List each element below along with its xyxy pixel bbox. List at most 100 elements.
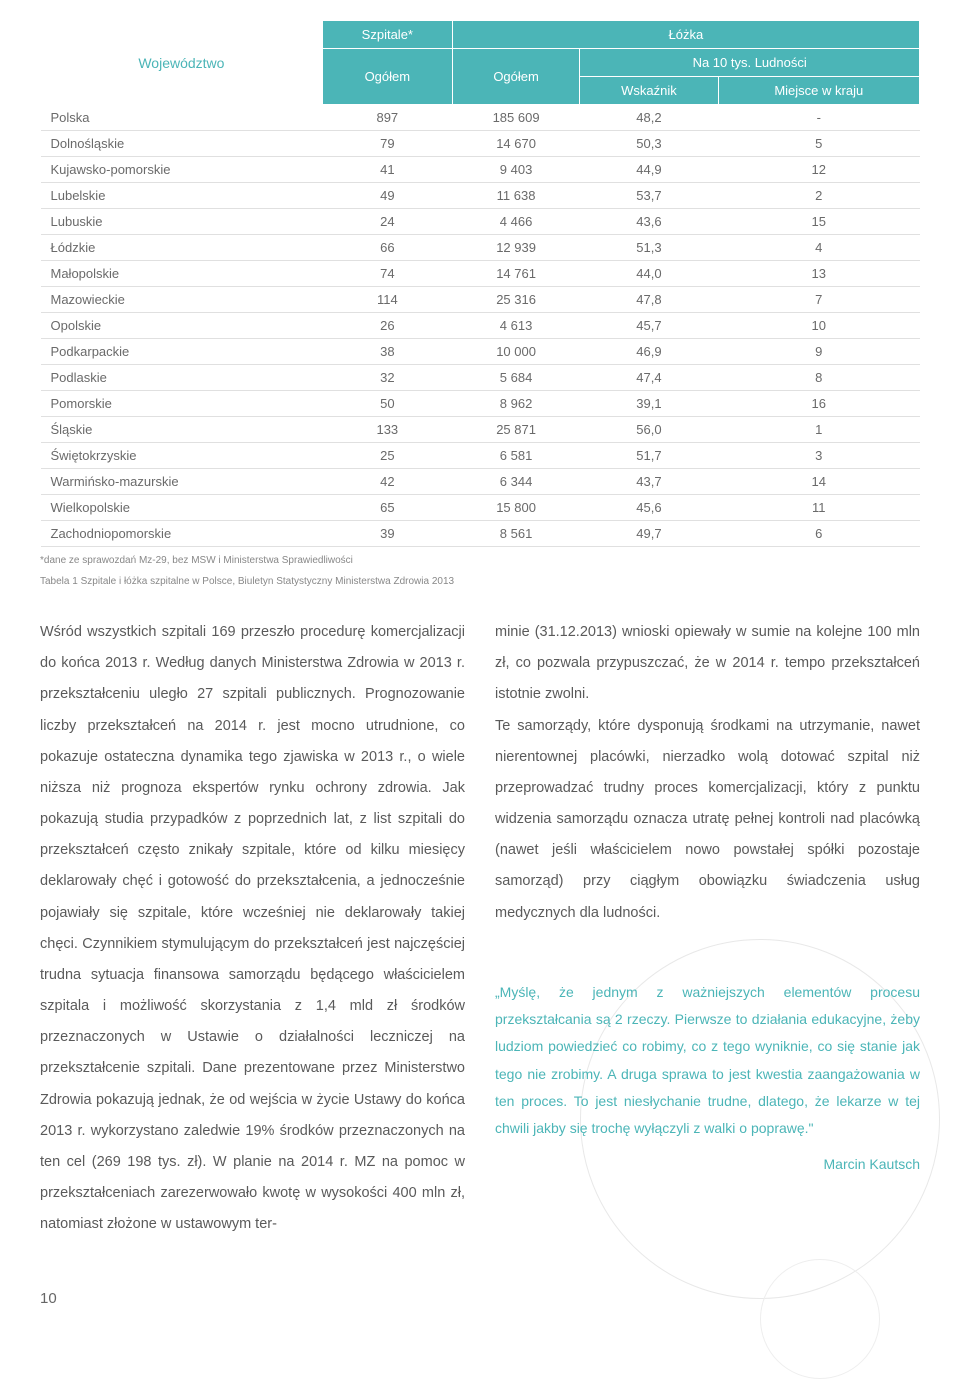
- table-cell: 42: [322, 469, 452, 495]
- th-ogolem2: Ogółem: [452, 49, 580, 105]
- table-cell: 74: [322, 261, 452, 287]
- table-row: Łódzkie6612 93951,34: [41, 235, 920, 261]
- table-row: Polska897185 60948,2-: [41, 105, 920, 131]
- hospitals-table: Województwo Szpitale* Łóżka Ogółem Ogółe…: [40, 20, 920, 589]
- table-cell: 15: [718, 209, 919, 235]
- quote-author: Marcin Kautsch: [495, 1149, 920, 1179]
- table-cell: 185 609: [452, 105, 580, 131]
- table-cell: Zachodniopomorskie: [41, 521, 323, 547]
- table-cell: Podlaskie: [41, 365, 323, 391]
- table-cell: 897: [322, 105, 452, 131]
- table-cell: 25 316: [452, 287, 580, 313]
- table-row: Małopolskie7414 76144,013: [41, 261, 920, 287]
- table-cell: 45,6: [580, 495, 718, 521]
- table-row: Pomorskie508 96239,116: [41, 391, 920, 417]
- table-cell: 16: [718, 391, 919, 417]
- table-cell: 14 761: [452, 261, 580, 287]
- table-cell: Pomorskie: [41, 391, 323, 417]
- table-cell: 53,7: [580, 183, 718, 209]
- table-cell: 11 638: [452, 183, 580, 209]
- table-cell: 14 670: [452, 131, 580, 157]
- table-cell: 49,7: [580, 521, 718, 547]
- table-row: Podkarpackie3810 00046,99: [41, 339, 920, 365]
- table-cell: 12 939: [452, 235, 580, 261]
- table-cell: 9 403: [452, 157, 580, 183]
- table-row: Zachodniopomorskie398 56149,76: [41, 521, 920, 547]
- table-cell: 39: [322, 521, 452, 547]
- table-cell: Lubelskie: [41, 183, 323, 209]
- table-cell: 25 871: [452, 417, 580, 443]
- table-cell: Polska: [41, 105, 323, 131]
- table-cell: 51,7: [580, 443, 718, 469]
- table-row: Opolskie264 61345,710: [41, 313, 920, 339]
- table-cell: 4: [718, 235, 919, 261]
- table-cell: 5: [718, 131, 919, 157]
- table-cell: 8 962: [452, 391, 580, 417]
- quote-block: „Myślę, że jednym z ważniejszych element…: [495, 979, 920, 1179]
- th-szpitale: Szpitale*: [322, 21, 452, 49]
- table-cell: 8 561: [452, 521, 580, 547]
- table-cell: 48,2: [580, 105, 718, 131]
- table-cell: 51,3: [580, 235, 718, 261]
- body-right-top: minie (31.12.2013) wnioski opiewały w su…: [495, 617, 920, 711]
- table-row: Śląskie13325 87156,01: [41, 417, 920, 443]
- table-cell: 39,1: [580, 391, 718, 417]
- col-right: minie (31.12.2013) wnioski opiewały w su…: [495, 617, 920, 1240]
- table-cell: Małopolskie: [41, 261, 323, 287]
- table-cell: 26: [322, 313, 452, 339]
- th-lozka: Łóżka: [452, 21, 919, 49]
- table-cell: 133: [322, 417, 452, 443]
- table-cell: 8: [718, 365, 919, 391]
- table-cell: 5 684: [452, 365, 580, 391]
- table-cell: 50: [322, 391, 452, 417]
- table-row: Lubelskie4911 63853,72: [41, 183, 920, 209]
- table-cell: 66: [322, 235, 452, 261]
- table-cell: 65: [322, 495, 452, 521]
- table-cell: 12: [718, 157, 919, 183]
- table-cell: Mazowieckie: [41, 287, 323, 313]
- table-cell: 9: [718, 339, 919, 365]
- table-row: Wielkopolskie6515 80045,611: [41, 495, 920, 521]
- body-left-text: Wśród wszystkich szpitali 169 przeszło p…: [40, 617, 465, 1240]
- table-cell: 25: [322, 443, 452, 469]
- table-cell: 3: [718, 443, 919, 469]
- table-cell: 38: [322, 339, 452, 365]
- th-miejsce: Miejsce w kraju: [718, 77, 919, 105]
- table-cell: Podkarpackie: [41, 339, 323, 365]
- table-cell: 79: [322, 131, 452, 157]
- table-cell: 13: [718, 261, 919, 287]
- table-cell: 10 000: [452, 339, 580, 365]
- table-row: Mazowieckie11425 31647,87: [41, 287, 920, 313]
- body-columns: Wśród wszystkich szpitali 169 przeszło p…: [40, 617, 920, 1240]
- table-cell: 56,0: [580, 417, 718, 443]
- table-cell: 32: [322, 365, 452, 391]
- table-cell: 24: [322, 209, 452, 235]
- table-cell: 43,6: [580, 209, 718, 235]
- table-cell: -: [718, 105, 919, 131]
- table-footnote-2: Tabela 1 Szpitale i łóżka szpitalne w Po…: [40, 574, 920, 589]
- table-cell: 2: [718, 183, 919, 209]
- table-cell: 114: [322, 287, 452, 313]
- table-cell: Wielkopolskie: [41, 495, 323, 521]
- table-cell: Śląskie: [41, 417, 323, 443]
- table-cell: 44,0: [580, 261, 718, 287]
- body-right-mid: Te samorządy, które dysponują środkami n…: [495, 711, 920, 929]
- table-cell: Warmińsko-mazurskie: [41, 469, 323, 495]
- table-cell: 50,3: [580, 131, 718, 157]
- table-footnote-1: *dane ze sprawozdań Mz-29, bez MSW i Min…: [40, 553, 920, 568]
- table-cell: 6 344: [452, 469, 580, 495]
- table-cell: 43,7: [580, 469, 718, 495]
- table-cell: 4 613: [452, 313, 580, 339]
- th-na10: Na 10 tys. Ludności: [580, 49, 920, 77]
- table-row: Kujawsko-pomorskie419 40344,912: [41, 157, 920, 183]
- table-cell: Lubuskie: [41, 209, 323, 235]
- table-cell: 47,8: [580, 287, 718, 313]
- table-cell: Kujawsko-pomorskie: [41, 157, 323, 183]
- table-row: Dolnośląskie7914 67050,35: [41, 131, 920, 157]
- table-cell: 4 466: [452, 209, 580, 235]
- table-cell: 45,7: [580, 313, 718, 339]
- table-cell: Opolskie: [41, 313, 323, 339]
- table-cell: 14: [718, 469, 919, 495]
- col-left: Wśród wszystkich szpitali 169 przeszło p…: [40, 617, 465, 1240]
- quote-text: „Myślę, że jednym z ważniejszych element…: [495, 979, 920, 1143]
